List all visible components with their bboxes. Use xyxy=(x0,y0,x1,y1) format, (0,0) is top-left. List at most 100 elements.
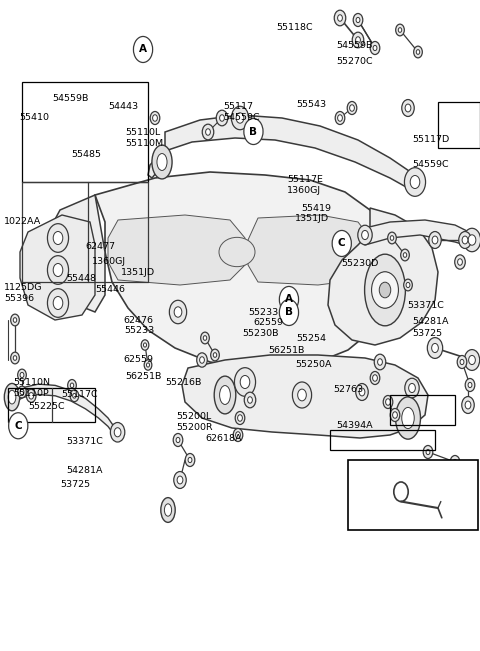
Circle shape xyxy=(403,253,407,257)
Circle shape xyxy=(18,386,26,398)
Circle shape xyxy=(337,15,342,21)
Text: 55117D: 55117D xyxy=(412,135,449,144)
Circle shape xyxy=(390,236,394,240)
Text: 53371C: 53371C xyxy=(407,301,444,311)
Text: 54281A: 54281A xyxy=(66,465,103,475)
Circle shape xyxy=(13,355,17,361)
Circle shape xyxy=(370,372,380,385)
Text: 55233: 55233 xyxy=(249,308,279,317)
Circle shape xyxy=(202,124,214,140)
Polygon shape xyxy=(20,215,95,320)
Text: 55200L: 55200L xyxy=(177,412,212,421)
Circle shape xyxy=(205,129,210,135)
Ellipse shape xyxy=(396,397,420,439)
Text: 1360GJ: 1360GJ xyxy=(287,186,321,195)
Circle shape xyxy=(146,363,150,367)
Circle shape xyxy=(234,368,255,396)
Ellipse shape xyxy=(214,376,236,414)
Ellipse shape xyxy=(219,238,255,267)
Circle shape xyxy=(405,168,426,197)
Circle shape xyxy=(177,476,183,484)
Circle shape xyxy=(373,46,377,51)
Circle shape xyxy=(153,115,157,121)
Circle shape xyxy=(173,434,183,447)
Circle shape xyxy=(200,357,204,363)
Bar xyxy=(390,395,455,425)
Circle shape xyxy=(144,360,152,370)
Text: 56251B: 56251B xyxy=(126,372,162,381)
Text: 55250A: 55250A xyxy=(295,360,332,369)
Circle shape xyxy=(359,388,365,396)
Circle shape xyxy=(248,396,252,403)
Circle shape xyxy=(401,249,409,261)
Text: 53371C: 53371C xyxy=(66,437,103,446)
Circle shape xyxy=(460,359,464,365)
Text: 62618A: 62618A xyxy=(205,434,242,443)
Circle shape xyxy=(201,332,209,344)
Circle shape xyxy=(114,428,121,437)
Text: 55410: 55410 xyxy=(19,113,49,122)
Circle shape xyxy=(361,230,368,240)
Circle shape xyxy=(352,32,364,48)
Circle shape xyxy=(48,288,69,317)
Circle shape xyxy=(279,286,299,312)
Circle shape xyxy=(465,401,471,409)
Circle shape xyxy=(197,353,207,367)
Text: 54559C: 54559C xyxy=(223,113,260,122)
Text: C: C xyxy=(14,421,22,431)
Circle shape xyxy=(176,437,180,443)
Circle shape xyxy=(53,296,63,309)
Ellipse shape xyxy=(152,145,172,179)
Text: B: B xyxy=(250,126,257,137)
Circle shape xyxy=(423,445,433,458)
Circle shape xyxy=(110,422,125,442)
Text: A: A xyxy=(285,294,293,305)
Text: 55396: 55396 xyxy=(4,294,34,303)
Text: 55270C: 55270C xyxy=(336,57,372,66)
Circle shape xyxy=(347,102,357,115)
Text: 54394A: 54394A xyxy=(336,421,372,430)
Circle shape xyxy=(9,413,28,439)
Circle shape xyxy=(432,344,438,353)
Circle shape xyxy=(141,340,149,350)
Text: 55233: 55233 xyxy=(124,326,154,335)
Circle shape xyxy=(174,307,182,317)
Text: 55110P: 55110P xyxy=(13,389,49,398)
Text: 55230D: 55230D xyxy=(342,258,379,268)
Circle shape xyxy=(468,355,475,365)
Text: 1022AA: 1022AA xyxy=(4,217,41,226)
Polygon shape xyxy=(95,172,395,368)
Circle shape xyxy=(432,236,438,244)
Circle shape xyxy=(20,389,24,395)
Circle shape xyxy=(374,354,386,370)
Circle shape xyxy=(11,352,19,364)
Circle shape xyxy=(402,100,414,117)
Circle shape xyxy=(468,382,472,387)
Circle shape xyxy=(408,383,415,393)
Text: 55110N: 55110N xyxy=(13,378,50,387)
Circle shape xyxy=(334,10,346,26)
Circle shape xyxy=(453,460,457,465)
Text: 53725: 53725 xyxy=(412,329,442,338)
Circle shape xyxy=(144,343,146,347)
Circle shape xyxy=(416,49,420,54)
Text: 55419: 55419 xyxy=(301,204,331,213)
Circle shape xyxy=(349,105,354,111)
Circle shape xyxy=(378,359,383,365)
Text: 54559C: 54559C xyxy=(412,159,448,169)
Circle shape xyxy=(405,104,411,112)
Circle shape xyxy=(26,389,36,402)
Circle shape xyxy=(70,383,74,388)
Circle shape xyxy=(398,27,402,33)
Circle shape xyxy=(213,353,217,357)
Polygon shape xyxy=(360,220,475,248)
Circle shape xyxy=(233,428,243,441)
Circle shape xyxy=(236,432,240,438)
Ellipse shape xyxy=(164,504,172,516)
Text: 52763: 52763 xyxy=(334,385,364,394)
Circle shape xyxy=(29,393,34,399)
Text: 62559: 62559 xyxy=(124,355,154,364)
Circle shape xyxy=(388,232,396,244)
Circle shape xyxy=(406,283,410,288)
Circle shape xyxy=(464,350,480,370)
